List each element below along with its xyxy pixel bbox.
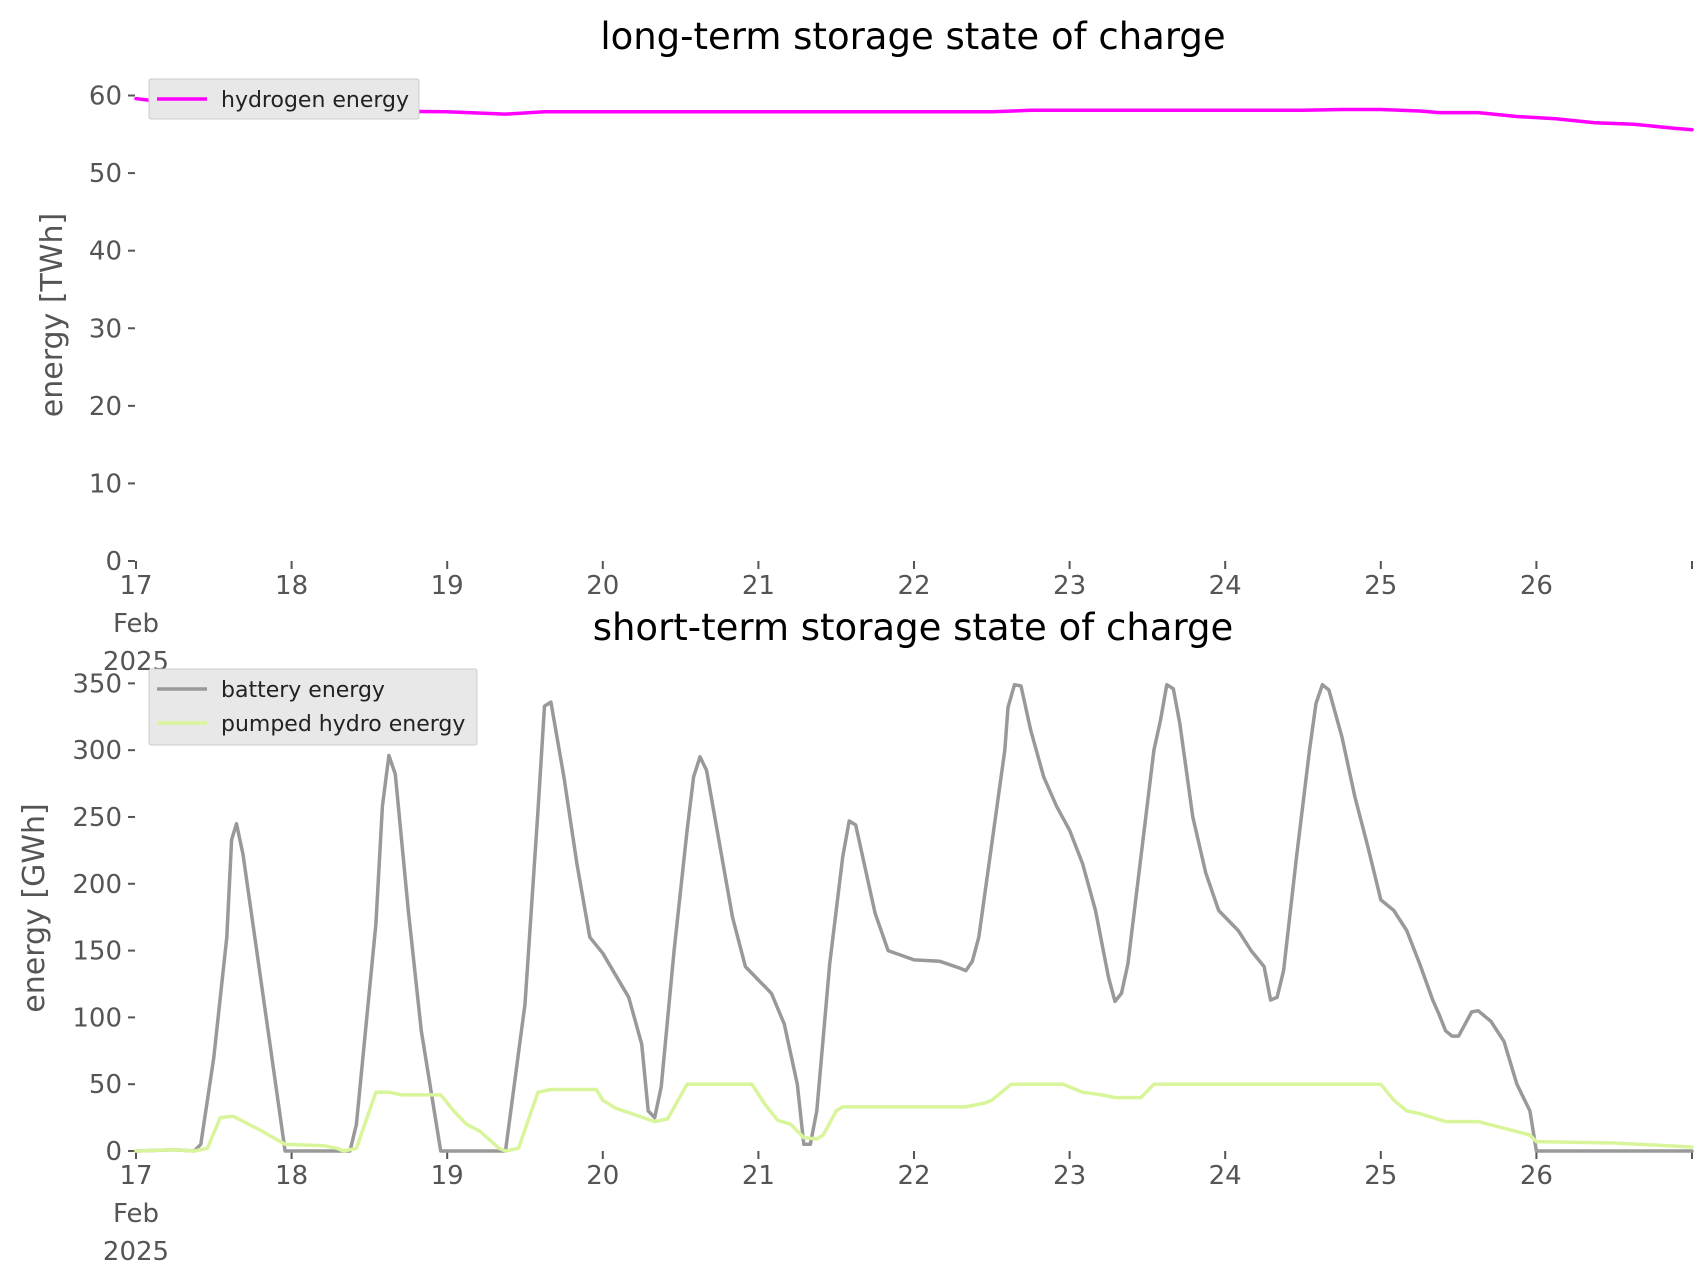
- series-line-battery-energy: [134, 682, 1694, 1153]
- x-tick-label-long-term: 21: [742, 571, 775, 601]
- x-tick-label-long-term: Feb: [113, 609, 159, 639]
- legend-long-term: [148, 78, 420, 120]
- x-tick-label-short-term: 2025: [103, 1237, 169, 1267]
- x-tick-label-long-term: 19: [431, 571, 464, 601]
- x-tick-label-long-term: 18: [275, 571, 308, 601]
- y-axis-label-short-term: energy [GWh]: [17, 803, 52, 1012]
- x-tick-label-short-term: 18: [275, 1161, 308, 1191]
- series-line-pumped-hydro-energy: [134, 1082, 1694, 1153]
- y-tick-label-short-term: 200: [72, 870, 122, 900]
- y-tick-label-short-term: 0: [105, 1137, 122, 1167]
- x-tick-label-long-term: 25: [1364, 571, 1397, 601]
- x-tick-label-short-term: 19: [431, 1161, 464, 1191]
- chart-title-long-term: long-term storage state of charge: [600, 15, 1225, 58]
- y-tick-label-long-term: 0: [105, 547, 122, 577]
- x-tick-label-short-term: 17: [119, 1161, 152, 1191]
- y-tick-label-short-term: 250: [72, 803, 122, 833]
- x-tick-label-long-term: 22: [897, 571, 930, 601]
- legend-short-term: [148, 668, 478, 746]
- x-tick-label-long-term: 20: [586, 571, 619, 601]
- y-axis-label-long-term: energy [TWh]: [35, 213, 70, 417]
- y-tick-label-long-term: 40: [89, 237, 122, 267]
- x-tick-label-short-term: 23: [1053, 1161, 1086, 1191]
- y-tick-label-short-term: 300: [72, 736, 122, 766]
- chart-title-short-term: short-term storage state of charge: [593, 606, 1234, 649]
- x-tick-label-long-term: 26: [1520, 571, 1553, 601]
- x-tick-label-short-term: 26: [1520, 1161, 1553, 1191]
- legend-label-battery-energy: battery energy: [221, 678, 385, 703]
- x-tick-label-short-term: 20: [586, 1161, 619, 1191]
- y-tick-label-short-term: 350: [72, 669, 122, 699]
- legend-label-pumped-hydro-energy: pumped hydro energy: [221, 712, 465, 737]
- x-tick-label-long-term: 17: [119, 571, 152, 601]
- y-tick-label-long-term: 20: [89, 392, 122, 422]
- y-tick-label-short-term: 100: [72, 1003, 122, 1033]
- x-tick-label-long-term: 23: [1053, 571, 1086, 601]
- y-tick-label-long-term: 30: [89, 314, 122, 344]
- y-tick-label-long-term: 10: [89, 469, 122, 499]
- x-tick-label-long-term: 24: [1209, 571, 1242, 601]
- y-tick-label-long-term: 50: [89, 159, 122, 189]
- x-tick-label-short-term: 22: [897, 1161, 930, 1191]
- x-tick-label-short-term: 21: [742, 1161, 775, 1191]
- y-tick-label-short-term: 50: [89, 1070, 122, 1100]
- y-tick-label-short-term: 150: [72, 937, 122, 967]
- x-tick-label-short-term: 24: [1209, 1161, 1242, 1191]
- x-tick-label-short-term: Feb: [113, 1199, 159, 1229]
- legend-label-hydrogen-energy: hydrogen energy: [221, 88, 409, 113]
- y-tick-label-long-term: 60: [89, 82, 122, 112]
- x-tick-label-short-term: 25: [1364, 1161, 1397, 1191]
